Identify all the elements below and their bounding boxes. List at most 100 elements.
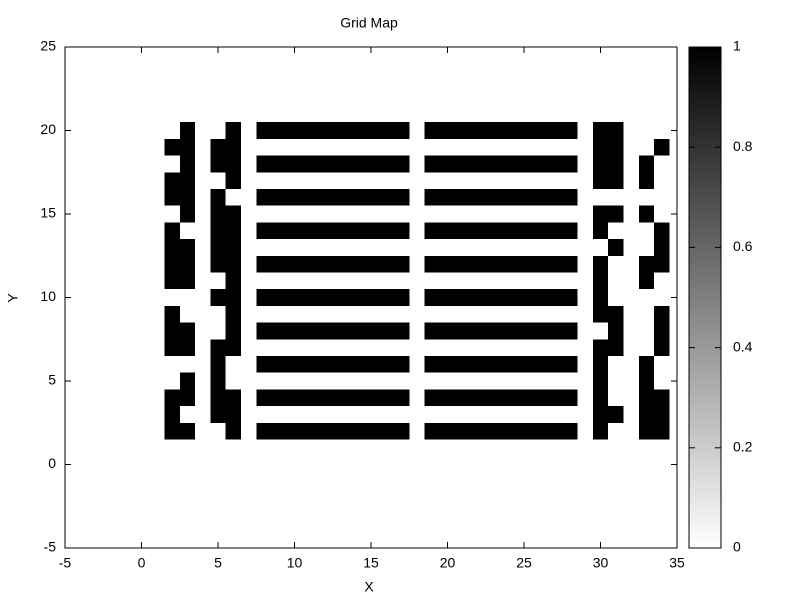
cell xyxy=(348,389,364,407)
cell xyxy=(439,305,456,323)
cell xyxy=(256,272,272,290)
cell xyxy=(638,188,655,206)
cell xyxy=(531,339,547,356)
cell xyxy=(393,305,410,323)
cell xyxy=(470,272,486,290)
cell xyxy=(210,155,226,173)
cell xyxy=(455,172,471,189)
cell xyxy=(393,272,410,290)
cell xyxy=(623,422,639,440)
cell xyxy=(439,389,456,407)
cell xyxy=(348,188,364,206)
cell xyxy=(332,355,349,373)
cell xyxy=(256,305,272,323)
cell xyxy=(424,272,440,290)
cell xyxy=(592,339,609,356)
cell xyxy=(654,389,670,407)
cell xyxy=(424,138,440,156)
cell xyxy=(271,339,287,356)
cell xyxy=(654,155,670,173)
cell xyxy=(378,305,394,323)
cell xyxy=(409,222,425,240)
cell xyxy=(179,122,196,139)
cell xyxy=(256,122,272,139)
cell xyxy=(348,155,364,173)
cell xyxy=(546,305,563,323)
cell xyxy=(608,289,624,306)
cell xyxy=(271,255,287,273)
cell xyxy=(654,289,670,306)
cell xyxy=(654,138,670,156)
cell xyxy=(654,172,670,189)
cell xyxy=(455,272,471,290)
cell xyxy=(195,355,211,373)
cell xyxy=(470,355,486,373)
cell xyxy=(393,355,410,373)
cell xyxy=(225,172,241,189)
cell xyxy=(546,339,563,356)
cell xyxy=(409,172,425,189)
cell xyxy=(531,322,547,340)
cell xyxy=(439,272,456,290)
cell xyxy=(470,188,486,206)
cell xyxy=(210,372,226,390)
colorbar-tick-label: 0 xyxy=(733,539,741,555)
cell xyxy=(470,155,486,173)
cell xyxy=(378,155,394,173)
y-axis-label: Y xyxy=(5,293,21,303)
cell xyxy=(424,255,440,273)
cell xyxy=(225,188,241,206)
cell xyxy=(271,322,287,340)
cell xyxy=(164,122,180,139)
cell xyxy=(225,155,241,173)
cell xyxy=(516,406,532,423)
cell xyxy=(623,122,639,139)
cell xyxy=(164,339,180,356)
cell xyxy=(577,305,593,323)
cell xyxy=(195,305,211,323)
cell xyxy=(179,255,196,273)
cell xyxy=(455,205,471,223)
cell xyxy=(638,339,655,356)
cell xyxy=(393,205,410,223)
cell xyxy=(210,138,226,156)
cell xyxy=(286,255,303,273)
cell xyxy=(409,389,425,407)
x-tick-label: 10 xyxy=(287,555,303,571)
cell xyxy=(531,155,547,173)
cell xyxy=(577,272,593,290)
cell xyxy=(348,372,364,390)
cell xyxy=(546,406,563,423)
cell xyxy=(470,172,486,189)
cell xyxy=(470,205,486,223)
cell xyxy=(378,389,394,407)
cell xyxy=(302,372,318,390)
cell xyxy=(317,255,333,273)
cell xyxy=(485,305,502,323)
cell xyxy=(608,272,624,290)
cell xyxy=(485,188,502,206)
cell xyxy=(562,372,578,390)
cell xyxy=(546,172,563,189)
cell xyxy=(164,222,180,240)
cell xyxy=(210,122,226,139)
cell xyxy=(608,138,624,156)
cell xyxy=(393,155,410,173)
cell xyxy=(638,289,655,306)
cell xyxy=(393,289,410,306)
cell xyxy=(195,406,211,423)
cell xyxy=(485,239,502,256)
cell xyxy=(210,422,226,440)
cell xyxy=(317,239,333,256)
cell xyxy=(271,289,287,306)
y-tick-label: 15 xyxy=(40,205,56,221)
cell xyxy=(577,239,593,256)
cell xyxy=(317,205,333,223)
cell xyxy=(210,188,226,206)
cell xyxy=(363,155,379,173)
cell xyxy=(302,205,318,223)
cell xyxy=(439,122,456,139)
cell xyxy=(485,272,502,290)
cell xyxy=(240,322,257,340)
